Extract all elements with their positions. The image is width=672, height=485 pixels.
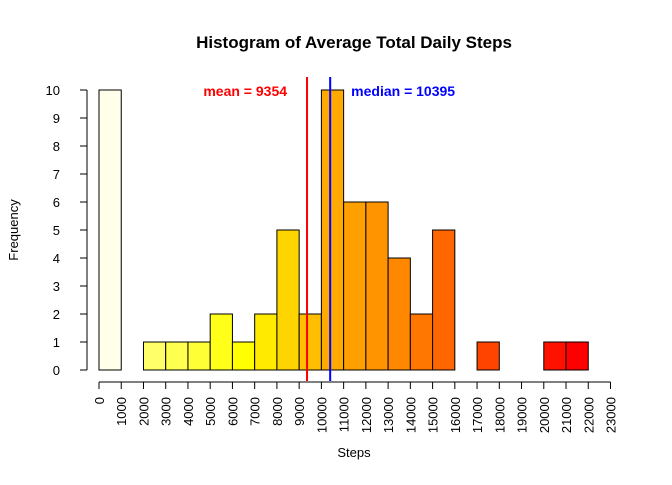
x-tick-label: 3000	[159, 397, 174, 426]
x-tick-label: 16000	[448, 397, 463, 433]
x-tick-label: 6000	[225, 397, 240, 426]
median-label: median = 10395	[351, 83, 455, 99]
x-tick-label: 22000	[581, 397, 596, 433]
histogram-bar-20	[543, 341, 567, 371]
x-tick-label: 5000	[203, 397, 218, 426]
x-tick-label: 8000	[270, 397, 285, 426]
x-tick-label: 15000	[426, 397, 441, 433]
histogram-bar-11	[343, 201, 367, 371]
histogram-bar-8	[276, 229, 300, 371]
x-tick-label: 2000	[136, 397, 151, 426]
histogram-bar-4	[187, 341, 211, 371]
y-tick-label: 4	[53, 251, 60, 266]
x-tick-label: 19000	[515, 397, 530, 433]
x-tick-label: 23000	[604, 397, 619, 433]
mean-label: mean = 9354	[203, 83, 287, 99]
y-tick-label: 10	[46, 83, 60, 98]
x-tick-label: 12000	[359, 397, 374, 433]
histogram-bar-13	[387, 257, 411, 371]
histogram-bar-5	[209, 313, 233, 371]
histogram-bar-7	[254, 313, 278, 371]
x-tick-label: 21000	[559, 397, 574, 433]
y-axis-label: Frequency	[6, 199, 21, 261]
y-axis: 0 1 2 3 4 5 6 7 8 9 10	[46, 83, 88, 378]
histogram-bar-3	[165, 341, 189, 371]
histogram-bar-14	[409, 313, 434, 371]
reference-lines: mean = 9354 median = 10395	[203, 77, 455, 381]
x-tick-label: 13000	[381, 397, 396, 433]
histogram-bar-17	[476, 341, 500, 371]
x-axis: 0 1000 2000 3000 4000 5000 6000 7000 8000 9000 100…	[92, 381, 619, 433]
histogram-bar-21	[565, 341, 589, 371]
histogram-bar-12	[365, 201, 389, 371]
y-tick-label: 5	[53, 223, 60, 238]
y-tick-label: 2	[53, 307, 60, 322]
histogram-bars	[98, 89, 589, 371]
x-tick-label: 18000	[492, 397, 507, 433]
y-tick-label: 7	[53, 167, 60, 182]
y-tick-label: 0	[53, 363, 60, 378]
histogram-bar-10	[320, 89, 345, 371]
y-tick-label: 8	[53, 139, 60, 154]
x-tick-label: 1000	[114, 397, 129, 426]
y-tick-label: 9	[53, 111, 60, 126]
x-tick-label: 17000	[470, 397, 485, 433]
x-tick-label: 10000	[314, 397, 329, 433]
x-tick-label: 0	[92, 397, 107, 404]
y-tick-label: 1	[53, 335, 60, 350]
x-tick-label: 7000	[248, 397, 263, 426]
x-axis-label: Steps	[337, 445, 371, 460]
y-tick-label: 3	[53, 279, 60, 294]
histogram-bar-15	[432, 229, 456, 371]
histogram-bar-9	[298, 313, 322, 371]
x-tick-label: 20000	[537, 397, 552, 433]
x-tick-label: 9000	[292, 397, 307, 426]
x-tick-label: 11000	[337, 397, 352, 432]
histogram-bar-6	[231, 341, 256, 371]
chart-title: Histogram of Average Total Daily Steps	[196, 33, 512, 52]
histogram-bar-0	[98, 89, 122, 371]
y-tick-label: 6	[53, 195, 60, 210]
histogram-bar-2	[142, 341, 167, 371]
x-tick-label: 14000	[403, 397, 418, 433]
x-tick-label: 4000	[181, 397, 196, 426]
